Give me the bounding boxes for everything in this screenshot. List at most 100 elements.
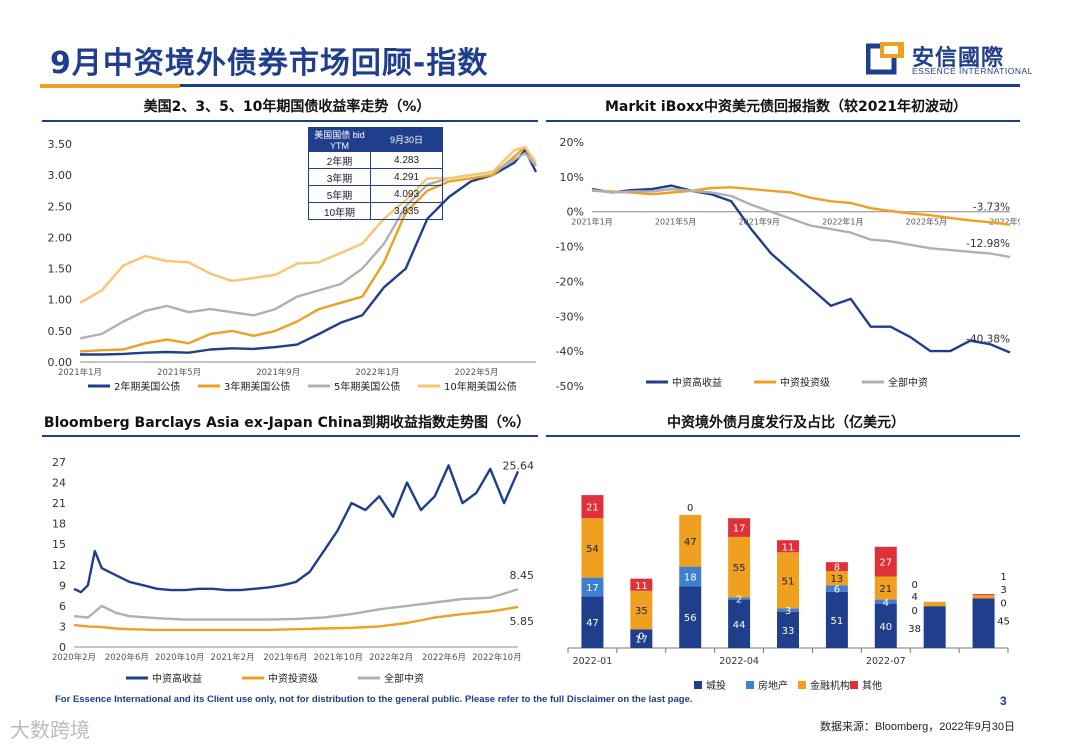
bar-segment [825, 591, 848, 648]
y-tick-label: 12 [52, 559, 66, 572]
bar-value-label: 55 [733, 563, 746, 574]
bar-value-label: 2 [736, 595, 742, 606]
legend-swatch [850, 681, 858, 689]
panel-divider [546, 435, 1020, 437]
bar-value-label: 47 [684, 537, 697, 548]
y-tick-label: 3 [59, 620, 66, 633]
y-tick-label: 9 [59, 579, 66, 592]
bar-segment [923, 601, 946, 607]
y-tick-label: 24 [52, 477, 66, 490]
legend-label: 房地产 [758, 679, 788, 692]
y-tick-label: 2.50 [48, 200, 73, 213]
x-tick-label: 2021年9月 [256, 367, 300, 378]
end-value-label: -40.38% [966, 333, 1010, 345]
x-tick-label: 2022-01 [573, 656, 613, 667]
legend-label: 中资投资级 [780, 376, 830, 389]
bar-value-label: 47 [586, 618, 599, 629]
bar-value-label: 0 [638, 631, 644, 642]
series-line [73, 464, 520, 594]
watermark: 大数跨境 [10, 718, 90, 742]
bar-value-label: 17 [635, 635, 648, 646]
bar-segment [874, 576, 897, 600]
yield-value: 4.093 [370, 185, 443, 203]
essence-logo-icon [866, 42, 904, 75]
legend-label: 金融机构 [810, 679, 850, 692]
end-value-label: -3.73% [973, 202, 1010, 214]
bar-value-label: 35 [635, 606, 648, 617]
yield-term: 3年期 [308, 168, 371, 186]
page-number: 3 [1000, 694, 1007, 708]
series-line [591, 187, 1011, 259]
y-tick-label: 0.50 [48, 325, 73, 338]
bar-segment [777, 540, 799, 553]
x-tick-label: 2022年1月 [822, 217, 863, 227]
end-value-label: -12.98% [966, 238, 1010, 250]
series-line [73, 605, 519, 632]
bar-segment [728, 599, 751, 648]
panel-divider [42, 120, 538, 122]
x-tick-label: 2021年2月 [211, 652, 255, 663]
bar-value-label: 17 [733, 524, 746, 535]
y-tick-label: 0 [59, 641, 66, 654]
series-line [73, 587, 519, 621]
iboxx-chart: 20% 10% 0% -10% -20% -30% -40% -50% 2021年1月 2021年… [556, 136, 1020, 393]
panel-divider [42, 435, 538, 437]
table-row: 2年期 4.283 [308, 151, 443, 169]
x-tick-label: 2022年9月 [989, 217, 1020, 227]
bar-value-label: 54 [586, 544, 599, 555]
bar-value-label: 56 [684, 613, 697, 624]
bar-value-label: 1 [1000, 572, 1006, 583]
logo-english: ESSENCE INTERNATIONAL [912, 66, 1033, 76]
legend-label: 中资投资级 [268, 672, 318, 685]
bar-segment [777, 552, 799, 609]
table-row: 10年期 3.835 [308, 202, 443, 220]
bar-segment [581, 495, 604, 519]
panel-title-iboxx: Markit iBoxx中资美元债回报指数（较2021年初波动） [604, 99, 968, 115]
y-tick-label: 20% [560, 136, 584, 149]
bar-value-label: 21 [879, 584, 892, 595]
x-tick-label: 2022年10月 [472, 652, 521, 663]
x-tick-label: 2020年10月 [155, 652, 204, 663]
bar-segment [728, 536, 751, 598]
bar-segment [728, 597, 751, 600]
y-tick-label: -50% [556, 380, 584, 393]
bar-value-label: 11 [635, 581, 648, 592]
bar-value-label: 6 [834, 585, 840, 596]
panel-title-us-treasury: 美国2、3、5、10年期国债收益率走势（%） [143, 99, 431, 115]
bar-segment [874, 604, 897, 648]
y-tick-label: -40% [556, 345, 584, 358]
x-tick-label: 2020年6月 [105, 652, 149, 663]
issuance-chart: 2022-01 2022-04 2022-074717542117035115618… [567, 495, 1010, 692]
panel-title-issuance: 中资境外债月度发行及占比（亿美元） [667, 415, 905, 431]
bar-value-label: 0 [911, 580, 917, 591]
bar-segment [630, 629, 653, 648]
y-tick-label: 1.00 [48, 294, 73, 307]
logo-name: 安信國際 [912, 46, 1005, 71]
bar-value-label: 3 [785, 606, 791, 617]
y-tick-label: 6 [59, 600, 66, 613]
y-tick-label: 10% [560, 171, 584, 184]
table-row: 3年期 4.291 [308, 168, 443, 186]
panel-divider [546, 120, 1020, 122]
bar-value-label: 21 [586, 503, 599, 514]
x-tick-label: 2021年5月 [157, 367, 201, 378]
us-treasury-chart: 0.00 0.50 1.00 1.50 2.00 2.50 3.00 3.50 2021年1月 2… [48, 138, 538, 393]
bar-value-label: 44 [733, 620, 746, 631]
bar-segment [874, 546, 897, 577]
legend-label: 全部中资 [384, 672, 424, 685]
data-source: 数据来源：Bloomberg，2022年9月30日 [820, 721, 1016, 733]
bar-segment [581, 577, 604, 597]
yield-value: 4.291 [370, 168, 443, 186]
bar-segment [825, 562, 848, 571]
legend-label: 5年期美国公债 [334, 380, 400, 393]
legend-label: 3年期美国公债 [224, 380, 290, 393]
y-tick-label: 21 [52, 497, 66, 510]
bar-segment [874, 599, 897, 604]
yield-term: 10年期 [308, 202, 371, 220]
legend-label: 全部中资 [888, 376, 928, 389]
bar-value-label: 8 [834, 563, 840, 574]
y-tick-label: -20% [556, 275, 584, 288]
end-value-label: 8.45 [510, 569, 535, 582]
x-tick-label: 2022年5月 [906, 217, 947, 227]
bar-value-label: 51 [831, 616, 844, 627]
